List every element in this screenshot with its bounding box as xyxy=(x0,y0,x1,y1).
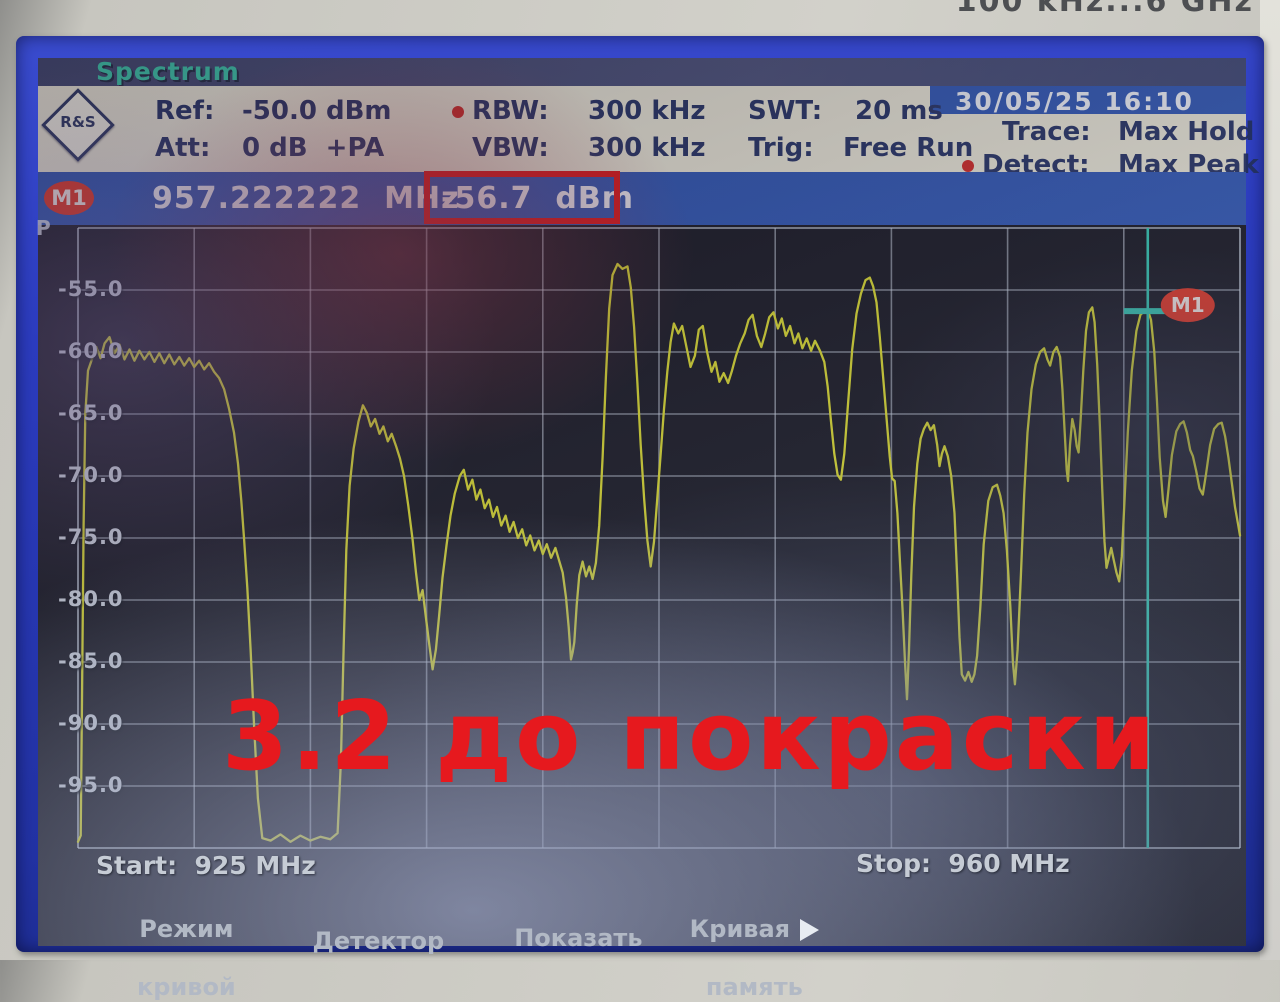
y-axis-tick-label: -90.0 xyxy=(58,711,124,735)
att-value: 0 dB +PA xyxy=(242,133,385,163)
datetime: 30/05/25 16:10 xyxy=(955,87,1194,116)
vbw-value: 300 kHz xyxy=(588,133,706,163)
softkey-trace-mode-line1: Режим xyxy=(139,915,234,943)
y-axis-tick-label: -65.0 xyxy=(58,401,124,425)
rbw-label: RBW: xyxy=(472,96,549,126)
ref-label: Ref: xyxy=(155,96,215,126)
vbw-label: VBW: xyxy=(472,133,549,163)
bezel-right-strip xyxy=(1260,0,1280,960)
att-label: Att: xyxy=(155,133,211,163)
softkey-trace-mode-line2: кривой xyxy=(136,973,236,1001)
y-axis-tick-label: -75.0 xyxy=(58,525,124,549)
page-title: Spectrum xyxy=(96,57,240,86)
softkey-trace-memory-line1: Кривая xyxy=(689,915,791,943)
softkey-show[interactable]: Показать xyxy=(495,895,645,953)
start-frequency-label: Start: 925 MHz xyxy=(96,851,316,880)
softkey-trace-memory[interactable]: Кривая память xyxy=(666,886,826,1002)
y-axis-tick-label: -80.0 xyxy=(58,587,124,611)
swt-value: 20 ms xyxy=(855,96,943,126)
detect-active-dot-icon xyxy=(962,160,974,172)
trig-label: Trig: xyxy=(748,133,814,163)
y-axis-tick-label: -95.0 xyxy=(58,773,124,797)
softkey-trace-mode[interactable]: Режим кривой xyxy=(108,886,248,1002)
softkey-show-label: Показать xyxy=(514,924,643,952)
y-axis-tick-label: -60.0 xyxy=(58,339,124,363)
rbw-value: 300 kHz xyxy=(588,96,706,126)
softkey-trace-memory-line2: память xyxy=(705,973,803,1001)
instrument-range-label: 100 kHz...6 GHz xyxy=(955,0,1254,19)
arrow-right-icon xyxy=(800,919,820,941)
ref-value: -50.0 dBm xyxy=(242,96,392,126)
rs-logo-text: R&S xyxy=(60,113,96,131)
level-highlight-box xyxy=(424,171,620,224)
softkey-detector[interactable]: Детектор xyxy=(295,898,445,956)
marker-id-badge: M1 xyxy=(44,181,94,215)
preamp-indicator: P xyxy=(36,216,51,240)
trace-label: Trace: xyxy=(1002,117,1091,147)
trace-value: Max Hold xyxy=(1118,117,1255,147)
y-axis-tick-label: -85.0 xyxy=(58,649,124,673)
marker-frequency-readout: 957.222222 MHz xyxy=(152,181,460,216)
trig-value: Free Run xyxy=(843,133,974,163)
swt-label: SWT: xyxy=(748,96,823,126)
stop-frequency-label: Stop: 960 MHz xyxy=(856,849,1070,878)
y-axis-tick-label: -55.0 xyxy=(58,277,124,301)
rbw-active-dot-icon xyxy=(452,106,464,118)
y-axis-tick-label: -70.0 xyxy=(58,463,124,487)
softkey-detector-label: Детектор xyxy=(312,927,445,955)
annotation-overlay: 3.2 до покраски xyxy=(222,682,1159,792)
